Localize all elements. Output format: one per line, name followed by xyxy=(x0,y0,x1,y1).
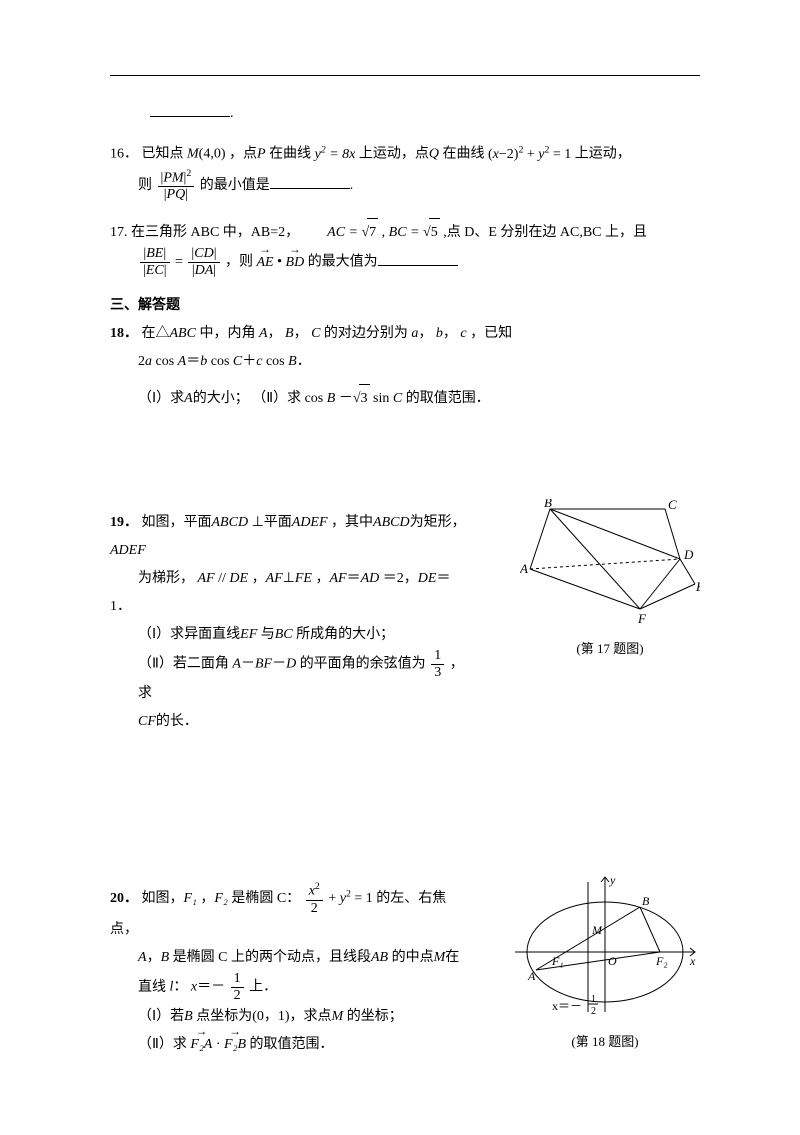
svg-text:F₁: F₁ xyxy=(551,954,564,968)
problem-18: 18． 在△ABC 中，内角 A， B， C 的对边分别为 a， b， c ，已… xyxy=(110,320,700,413)
problem-20-row: y x O A B M F₁ F₂ x＝－ 1 2 (第 18 xyxy=(110,882,700,1059)
problem-16: 16． 已知点 M(4,0) ，点P 在曲线 y2 = 8x 上运动，点Q 在曲… xyxy=(110,140,700,202)
problem-19-row: A B C D E F (第 17 题图) 19． 如图，平面ABCD ⊥平面A… xyxy=(110,509,700,736)
svg-text:F: F xyxy=(637,611,647,626)
blank-15: . xyxy=(150,106,700,122)
problem-17: 17. 在三角形 ABC 中，AB=2， AC = 7 , BC = 5 ,点 … xyxy=(110,218,700,278)
problem-20: 20． 如图，F₁ ，F₂ 是椭圆 C： x22 + y2 = 1 的左、右焦点… xyxy=(110,882,470,1059)
num-16: 16． xyxy=(110,147,138,162)
section-3-title: 三、解答题 xyxy=(110,294,700,314)
figure-17: A B C D E F (第 17 题图) xyxy=(520,499,700,657)
frac-pm-pq: |PM|2 |PQ| xyxy=(158,169,195,203)
num-20: 20． xyxy=(110,891,138,906)
svg-text:B: B xyxy=(544,499,552,510)
svg-text:F₂: F₂ xyxy=(655,954,668,968)
figure-18: y x O A B M F₁ F₂ x＝－ 1 2 (第 18 xyxy=(510,872,700,1050)
svg-text:A: A xyxy=(520,561,528,576)
svg-text:A: A xyxy=(527,969,536,983)
fig18-caption: (第 18 题图) xyxy=(510,1031,700,1050)
problem-19: 19． 如图，平面ABCD ⊥平面ADEF ，其中ABCD为矩形， ADEF 为… xyxy=(110,509,470,736)
svg-text:C: C xyxy=(668,499,677,512)
svg-text:B: B xyxy=(642,894,650,908)
svg-text:E: E xyxy=(695,579,700,594)
num-17: 17. xyxy=(110,225,128,240)
fig17-caption: (第 17 题图) xyxy=(520,638,700,657)
num-19: 19． xyxy=(110,515,138,530)
svg-text:D: D xyxy=(683,547,694,562)
svg-text:y: y xyxy=(609,873,616,887)
svg-text:O: O xyxy=(608,954,617,968)
num-18: 18． xyxy=(110,326,138,341)
svg-text:M: M xyxy=(591,923,603,937)
top-rule xyxy=(110,75,700,76)
svg-text:x＝－: x＝－ xyxy=(552,999,582,1013)
svg-text:1: 1 xyxy=(591,994,596,1005)
svg-text:2: 2 xyxy=(591,1006,596,1017)
svg-text:x: x xyxy=(689,954,696,968)
